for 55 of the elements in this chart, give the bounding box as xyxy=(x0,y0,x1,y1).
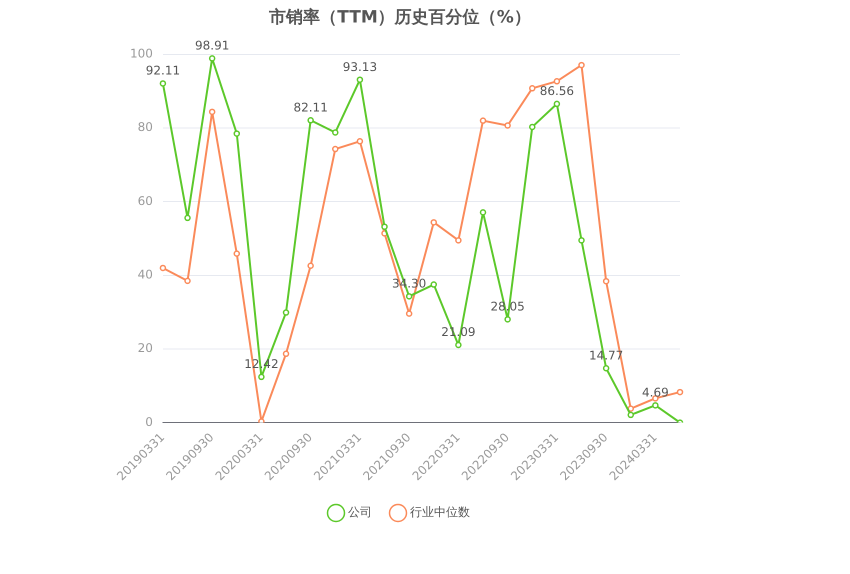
point xyxy=(529,85,536,92)
point xyxy=(554,78,560,85)
point xyxy=(578,62,585,68)
point xyxy=(282,350,290,358)
point xyxy=(356,138,364,145)
point xyxy=(430,219,438,226)
point xyxy=(554,100,560,108)
point xyxy=(160,80,166,87)
point xyxy=(258,374,265,380)
data-label: 86.56 xyxy=(540,84,574,98)
y-tick-label: 40 xyxy=(138,267,153,282)
point xyxy=(480,117,486,124)
point xyxy=(676,388,684,396)
point xyxy=(652,402,659,409)
point xyxy=(578,237,585,244)
data-label: 82.11 xyxy=(293,100,328,114)
point xyxy=(480,209,486,216)
point xyxy=(332,146,339,152)
legend-label: 行业中位数 xyxy=(410,505,470,520)
y-tick-label: 60 xyxy=(138,194,153,208)
point xyxy=(234,130,240,137)
chart-title: 市销率（TTM）历史百分位（%） xyxy=(268,8,531,28)
point xyxy=(208,108,216,116)
point xyxy=(529,124,536,130)
point xyxy=(430,281,438,288)
data-label: 98.91 xyxy=(194,38,230,53)
point xyxy=(406,293,412,300)
point xyxy=(406,310,412,317)
data-label: 4.69 xyxy=(642,385,669,400)
y-tick-label: 20 xyxy=(138,341,153,356)
point xyxy=(307,117,314,124)
point xyxy=(602,278,610,284)
point xyxy=(307,262,314,270)
data-label: 92.11 xyxy=(146,64,180,78)
y-tick-label: 80 xyxy=(138,120,153,134)
point xyxy=(628,412,634,418)
point xyxy=(258,418,265,423)
point xyxy=(504,122,511,129)
point xyxy=(160,264,166,272)
point xyxy=(356,76,364,83)
point xyxy=(234,250,240,257)
y-tick-label: 100 xyxy=(130,46,153,61)
point xyxy=(381,223,388,230)
point xyxy=(184,214,191,222)
point xyxy=(602,364,610,372)
point xyxy=(504,316,511,323)
point xyxy=(208,55,216,62)
point xyxy=(455,237,462,244)
y-tick-label: 0 xyxy=(145,414,153,429)
legend-label: 公司 xyxy=(348,505,372,520)
point xyxy=(455,342,462,348)
point xyxy=(332,129,339,136)
point xyxy=(184,278,191,284)
data-label: 93.13 xyxy=(342,60,378,74)
point xyxy=(282,309,290,316)
